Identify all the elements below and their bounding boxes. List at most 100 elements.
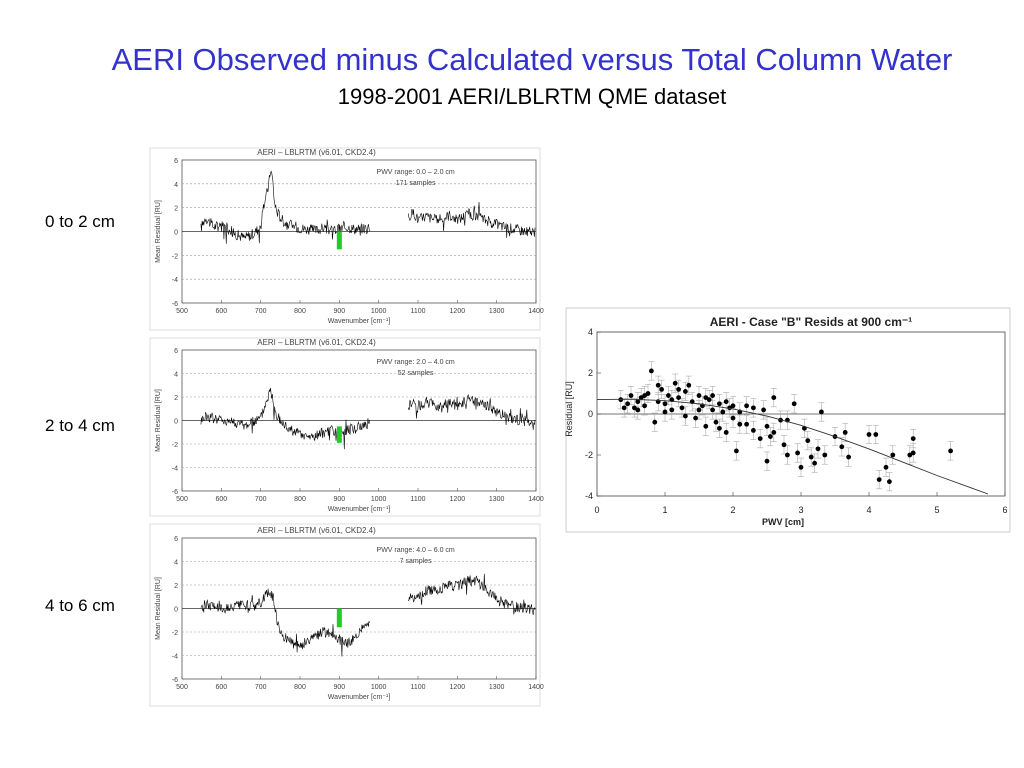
x-tick-label: 5 <box>934 505 939 515</box>
y-tick-label: 4 <box>174 372 178 379</box>
data-point <box>785 452 790 458</box>
x-tick-label: 1000 <box>371 684 387 691</box>
x-tick-label: 1000 <box>371 308 387 315</box>
data-point <box>764 458 770 464</box>
data-point <box>710 407 715 413</box>
spectrum-trace-segment-2 <box>407 393 536 430</box>
y-tick-label: 0 <box>588 409 593 419</box>
data-point <box>655 382 661 388</box>
y-tick-label: -2 <box>172 630 178 637</box>
data-point <box>659 387 664 392</box>
data-point <box>730 403 736 409</box>
x-tick-label: 1200 <box>450 496 466 503</box>
x-tick-label: 1400 <box>528 308 544 315</box>
y-axis-label: Mean Residual [RU] <box>155 200 162 263</box>
data-point <box>642 403 647 409</box>
x-tick-label: 1000 <box>371 496 387 503</box>
data-point <box>669 407 675 413</box>
data-point <box>683 389 688 394</box>
data-point <box>791 401 797 407</box>
highlight-900-marker <box>336 231 342 250</box>
x-tick-label: 1300 <box>489 684 505 691</box>
panel-label-2-4: 2 to 4 cm <box>45 416 115 435</box>
data-point <box>771 430 777 435</box>
data-point <box>642 393 647 398</box>
spectrum-annotation: 7 samples <box>400 558 432 565</box>
scatter-chart: AERI - Case "B" Resids at 900 cm⁻¹ 4 2 0 -2 -… <box>564 307 1011 533</box>
spectrum-title: AERI – LBLRTM (v6.01, CKD2.4) <box>257 148 376 157</box>
panel-label-0-2: 0 to 2 cm <box>45 212 115 231</box>
spectrum-annotation: PWV range: 0.0 – 2.0 cm <box>377 169 455 176</box>
x-tick-label: 900 <box>333 684 345 691</box>
x-tick-label: 1300 <box>489 496 505 503</box>
spectrum-annotation: PWV range: 2.0 – 4.0 cm <box>377 359 455 366</box>
x-axis-label: Wavenumber [cm⁻¹] <box>328 318 391 325</box>
spectrum-trace-segment-2 <box>407 201 536 238</box>
data-point <box>798 464 804 470</box>
spectrum-frame <box>149 147 541 331</box>
spectrum-chart-0: AERI – LBLRTM (v6.01, CKD2.4) 6 4 2 0 -2 -4 -65… <box>149 147 544 331</box>
y-tick-label: 2 <box>174 583 178 590</box>
x-axis-label: Wavenumber [cm⁻¹] <box>328 694 391 701</box>
data-point <box>666 393 671 398</box>
x-tick-label: 700 <box>255 308 267 315</box>
data-point <box>696 393 702 398</box>
slide-subtitle: 1998-2001 AERI/LBLRTM QME dataset <box>337 84 727 109</box>
spectrum-title: AERI – LBLRTM (v6.01, CKD2.4) <box>257 338 376 347</box>
x-tick-label: 800 <box>294 308 306 315</box>
spectrum-trace-segment-2 <box>408 573 536 615</box>
x-tick-label: 1300 <box>489 308 505 315</box>
data-point <box>734 448 739 454</box>
slide-title: AERI Observed minus Calculated versus To… <box>111 42 953 77</box>
spectrum-annotation: 52 samples <box>398 370 434 377</box>
data-point <box>676 395 681 400</box>
x-tick-label: 0 <box>594 505 599 515</box>
x-tick-label: 3 <box>798 505 803 515</box>
y-axis-label: Residual [RU] <box>564 381 574 437</box>
data-point <box>737 421 743 427</box>
data-point <box>693 415 698 421</box>
data-point <box>846 454 851 460</box>
data-point <box>812 460 817 466</box>
data-point <box>635 407 641 413</box>
data-point <box>676 387 681 392</box>
x-tick-label: 900 <box>333 308 345 315</box>
data-point <box>723 430 729 435</box>
data-point <box>696 407 702 413</box>
x-tick-label: 6 <box>1002 505 1007 515</box>
data-point <box>751 428 756 433</box>
x-tick-label: 500 <box>176 684 188 691</box>
data-point <box>910 450 916 456</box>
x-tick-label: 1 <box>662 505 667 515</box>
data-point <box>757 436 763 441</box>
x-tick-label: 800 <box>294 684 306 691</box>
data-point <box>621 405 627 411</box>
y-tick-label: -2 <box>585 450 593 460</box>
data-point <box>876 477 882 482</box>
y-tick-label: 6 <box>174 348 178 355</box>
y-tick-label: -4 <box>585 491 593 501</box>
scatter-title: AERI - Case "B" Resids at 900 cm⁻¹ <box>710 315 912 329</box>
x-tick-label: 1400 <box>528 684 544 691</box>
x-tick-label: 4 <box>866 505 871 515</box>
y-tick-label: -2 <box>172 442 178 449</box>
data-point <box>764 423 770 429</box>
y-tick-label: -2 <box>172 253 178 260</box>
x-tick-label: 600 <box>215 308 227 315</box>
data-point <box>717 401 722 407</box>
y-tick-label: -4 <box>172 277 178 284</box>
data-point <box>744 403 749 409</box>
data-point <box>679 405 685 411</box>
y-tick-label: -6 <box>172 489 178 496</box>
y-tick-label: 4 <box>174 560 178 567</box>
fit-curve <box>596 398 989 495</box>
y-tick-label: 2 <box>588 368 593 378</box>
data-point <box>890 452 896 458</box>
y-tick-label: -6 <box>172 677 178 684</box>
data-point <box>822 452 828 458</box>
y-tick-label: -6 <box>172 301 178 308</box>
data-point <box>672 380 678 386</box>
panel-label-4-6: 4 to 6 cm <box>45 596 115 615</box>
y-tick-label: 2 <box>174 206 178 213</box>
